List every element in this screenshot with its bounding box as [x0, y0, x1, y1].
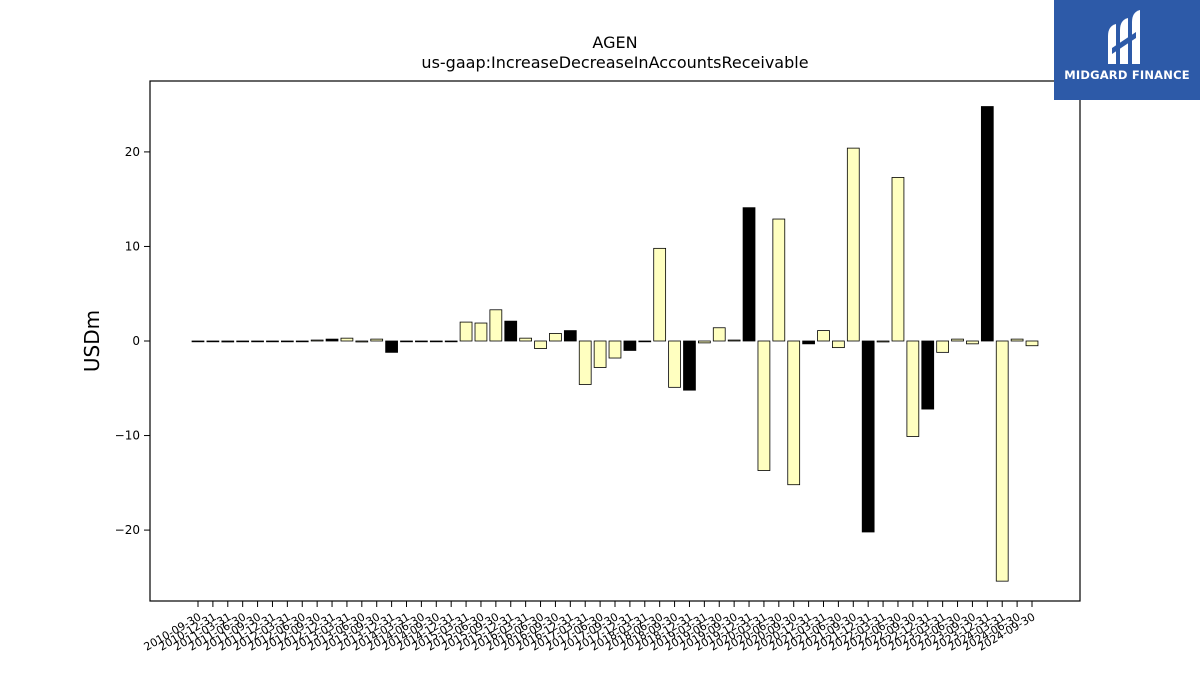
bar-2017-03-31	[578, 340, 592, 385]
bar-2011-06-30	[236, 340, 250, 343]
bar-2023-06-30	[951, 338, 964, 342]
bar-2013-03-31	[340, 337, 354, 342]
bar-2010-09-30	[191, 340, 205, 343]
bar-2015-09-30	[489, 309, 503, 342]
bar-2017-12-31	[623, 340, 637, 351]
bar-2016-12-31	[563, 330, 577, 342]
bar-2022-03-31	[876, 340, 890, 343]
bar-2022-09-30	[906, 340, 920, 437]
bar-2019-09-30	[727, 339, 741, 342]
bar-2014-12-31	[444, 340, 458, 343]
bar-2016-09-30	[549, 333, 562, 342]
bar-2023-03-31	[936, 340, 950, 353]
bar-2017-06-30	[593, 340, 607, 368]
bar-2020-09-30	[787, 340, 801, 486]
bar-2012-03-31	[280, 340, 294, 343]
bar-2023-12-31	[980, 106, 994, 342]
bar-2020-06-30	[772, 218, 786, 342]
y-axis-label: USDm	[80, 310, 104, 372]
bars-group	[191, 106, 1039, 582]
bar-2013-12-31	[385, 340, 398, 353]
chart-subtitle: us-gaap:IncreaseDecreaseInAccountsReceiv…	[421, 53, 808, 72]
y-tick-label: −10	[115, 429, 140, 443]
bar-2022-12-31	[921, 340, 935, 410]
y-tick-label: −20	[115, 523, 140, 537]
bar-2018-09-30	[668, 340, 681, 388]
midgard-finance-logo: MIDGARD FINANCE	[1054, 0, 1200, 100]
bar-2024-03-31	[995, 340, 1009, 582]
bar-2012-06-30	[295, 340, 309, 343]
bar-2022-06-30	[891, 177, 905, 342]
bar-2024-09-30	[1025, 340, 1039, 347]
bar-2018-06-30	[653, 247, 667, 342]
bar-2011-03-31	[221, 340, 235, 343]
chart-title: AGEN	[592, 33, 637, 52]
y-tick-label: 0	[132, 334, 140, 348]
bar-2020-12-31	[802, 340, 815, 345]
bar-2018-12-31	[683, 340, 696, 391]
bar-2010-12-31	[206, 340, 220, 343]
bar-2014-06-30	[415, 340, 428, 343]
bar-2021-03-31	[817, 330, 830, 342]
bar-2019-06-30	[712, 327, 726, 342]
bar-2020-03-31	[757, 340, 771, 471]
bar-2019-03-31	[698, 340, 711, 344]
bar-2021-09-30	[846, 147, 860, 342]
bar-2024-06-30	[1010, 338, 1024, 342]
bar-2013-06-30	[355, 340, 369, 343]
y-ticks-group: −20 −10 0 10 20	[115, 145, 150, 537]
bar-2015-06-30	[474, 322, 488, 342]
bar-2018-03-31	[638, 340, 652, 343]
y-tick-label: 20	[125, 145, 140, 159]
bar-2015-03-31	[459, 321, 473, 342]
bar-2017-09-30	[608, 340, 622, 359]
midgard-logo-icon	[1108, 10, 1140, 64]
bar-2013-09-30	[370, 338, 384, 342]
bar-2012-12-31	[325, 338, 339, 342]
logo-text: MIDGARD FINANCE	[1064, 68, 1190, 82]
y-tick-label: 10	[125, 239, 140, 253]
plot-frame	[149, 80, 1081, 602]
bar-2021-06-30	[832, 340, 845, 349]
bar-2019-12-31	[742, 207, 756, 342]
bar-2014-03-31	[400, 340, 413, 343]
bar-2021-12-31	[861, 340, 875, 533]
bar-2012-09-30	[310, 339, 324, 342]
bar-2014-09-30	[429, 340, 443, 343]
bar-2016-03-31	[519, 337, 533, 342]
bar-2016-06-30	[534, 340, 547, 349]
bar-2011-12-31	[266, 340, 279, 343]
bar-2023-09-30	[966, 340, 979, 345]
bar-2011-09-30	[251, 340, 264, 343]
bar-2015-12-31	[504, 320, 518, 342]
x-ticks-group: 2010-09-302010-12-312011-03-312011-06-30…	[142, 601, 1038, 654]
